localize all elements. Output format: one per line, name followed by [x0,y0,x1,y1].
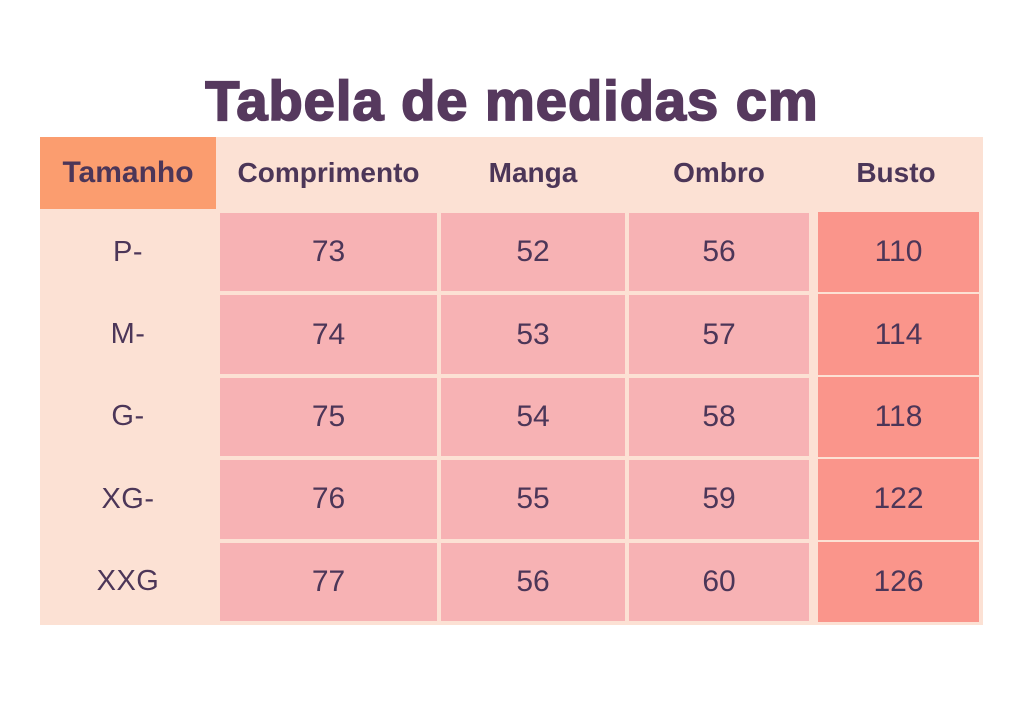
cell-ombro-xxg: 60 [629,542,809,621]
row-label-g: G- [111,400,145,433]
cell-ombro-xg: 59 [629,460,809,539]
cell-manga-xg: 55 [441,460,625,539]
cell-comprimento-xxg: 77 [220,542,437,621]
column-header-manga: Manga [488,157,578,188]
cell-manga-p: 52 [441,213,625,292]
cell-manga-xxg: 56 [441,542,625,621]
column-header-tamanho: Tamanho [40,137,216,209]
cell-comprimento-p: 73 [220,213,437,292]
row-label-p: P- [113,235,143,268]
cell-comprimento-xg: 76 [220,460,437,539]
column-header-comprimento: Comprimento [237,157,420,188]
cell-busto-p: 110 [818,212,979,293]
cell-busto-xxg: 126 [818,541,979,622]
cell-ombro-m: 57 [629,295,809,374]
column-header-ombro: Ombro [673,157,765,188]
cell-busto-g: 118 [818,376,979,458]
cell-ombro-p: 56 [629,213,809,292]
row-label-xg: XG- [101,482,155,515]
measurements-table: Tamanho Comprimento Manga Ombro Busto P-… [40,137,983,625]
row-label-xxg: XXG [96,565,160,598]
cell-manga-m: 53 [441,295,625,374]
cell-manga-g: 54 [441,377,625,457]
page-title: Tabela de medidas cm [204,68,819,133]
row-label-m: M- [110,318,146,351]
cell-busto-m: 114 [818,294,979,375]
cell-busto-xg: 122 [818,459,979,540]
column-header-busto: Busto [856,157,936,188]
cell-comprimento-g: 75 [220,377,437,457]
cell-comprimento-m: 74 [220,295,437,374]
cell-ombro-g: 58 [629,377,809,457]
